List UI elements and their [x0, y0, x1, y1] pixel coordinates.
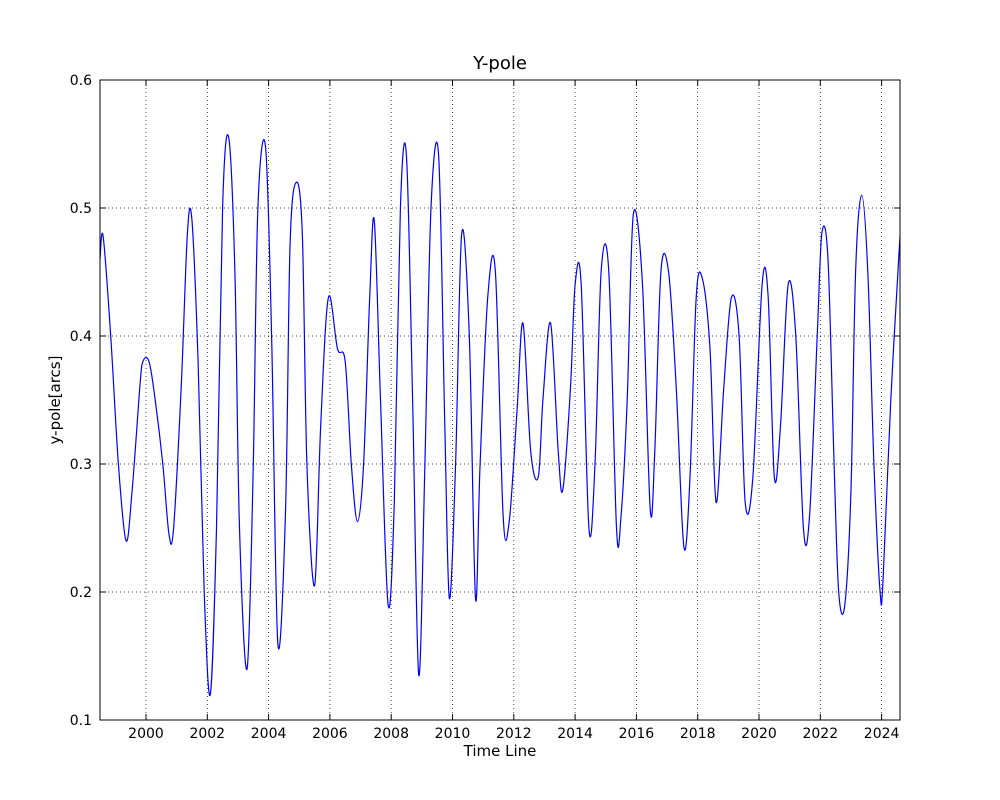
y-tick-label: 0.1 — [70, 713, 92, 729]
y-tick-label: 0.3 — [70, 457, 92, 473]
plot-frame — [99, 79, 901, 721]
y-tick-label: 0.5 — [70, 201, 92, 217]
x-tick-label: 2016 — [619, 726, 655, 742]
plot-area — [99, 133, 901, 697]
x-tick-label: 2000 — [128, 726, 164, 742]
y-tick-label: 0.2 — [70, 585, 92, 601]
y-tick-label: 0.4 — [70, 329, 92, 345]
y-tick-label: 0.6 — [70, 73, 92, 89]
x-tick-label: 2022 — [802, 726, 838, 742]
chart-title: Y-pole — [472, 53, 527, 74]
x-axis: 2000 2002 2004 2006 2008 2010 2012 2014 2016 2018… — [128, 80, 900, 742]
x-tick-label: 2014 — [557, 726, 593, 742]
y-axis-label: y-pole[arcs] — [46, 356, 64, 445]
x-tick-label: 2010 — [435, 726, 471, 742]
series-line — [99, 133, 901, 697]
x-tick-label: 2004 — [251, 726, 287, 742]
grid — [100, 80, 900, 720]
x-tick-label: 2008 — [373, 726, 409, 742]
x-tick-label: 2006 — [312, 726, 348, 742]
x-tick-label: 2024 — [864, 726, 900, 742]
x-axis-label: Time Line — [463, 742, 537, 760]
x-tick-label: 2020 — [741, 726, 777, 742]
x-tick-label: 2012 — [496, 726, 532, 742]
x-tick-label: 2002 — [189, 726, 225, 742]
y-axis: 0.1 0.2 0.3 0.4 0.5 0.6 — [70, 73, 900, 729]
x-tick-label: 2018 — [680, 726, 716, 742]
